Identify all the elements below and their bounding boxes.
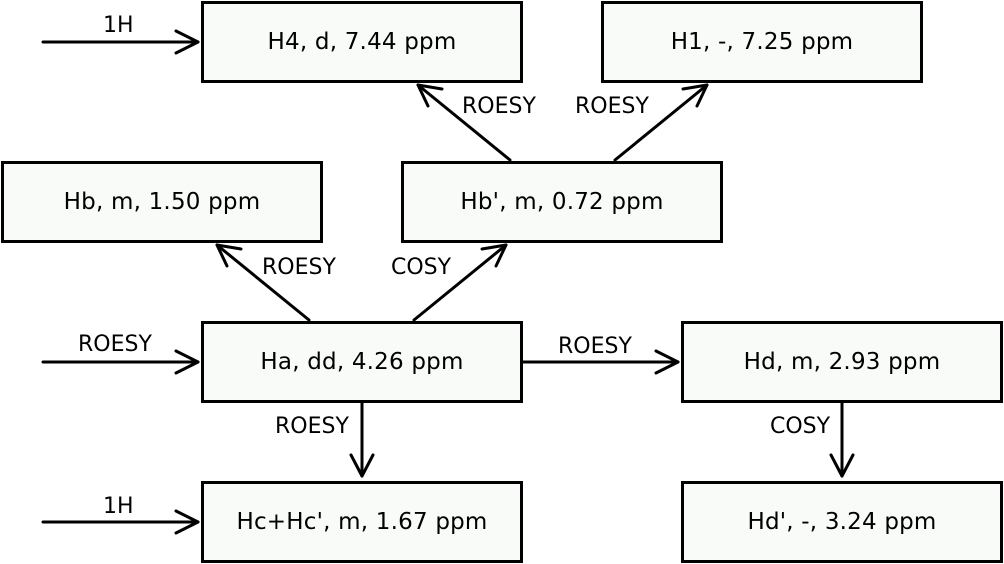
edge-label-ha-hbp: COSY [391,255,452,280]
edge-label-in-ha: ROESY [78,332,152,357]
node-hd-label: Hd, m, 2.93 ppm [743,349,941,375]
node-ha-label: Ha, dd, 4.26 ppm [260,349,464,375]
arrow-hd-hdp [829,400,855,478]
arrow-in-ha [41,349,200,375]
node-hb-prime: Hb', m, 0.72 ppm [401,161,723,243]
edge-label-hd-hdp: COSY [770,414,831,439]
node-hb-prime-label: Hb', m, 0.72 ppm [460,189,664,215]
node-h1: H1, -, 7.25 ppm [601,1,923,83]
edge-label-ha-hc: ROESY [275,414,349,439]
node-hc-label: Hc+Hc', m, 1.67 ppm [236,509,488,535]
arrow-in-hc [41,509,200,535]
node-h4: H4, d, 7.44 ppm [201,1,523,83]
arrow-hbp-h1 [613,83,709,162]
edge-label-hbp-h1: ROESY [575,94,649,119]
node-h4-label: H4, d, 7.44 ppm [267,29,457,55]
arrow-ha-hbp [412,243,508,322]
node-h1-label: H1, -, 7.25 ppm [670,29,854,55]
edge-label-in-hc: 1H [103,494,134,519]
edge-label-hbp-h4: ROESY [462,94,536,119]
arrow-ha-hc [349,400,375,478]
edge-label-ha-hb: ROESY [262,255,336,280]
arrow-ha-hd [520,349,680,375]
arrow-in-h4 [41,29,200,55]
node-hd: Hd, m, 2.93 ppm [681,321,1003,403]
arrow-ha-hb [215,243,311,322]
edge-label-ha-hd: ROESY [558,334,632,359]
node-hc: Hc+Hc', m, 1.67 ppm [201,481,523,563]
arrow-hbp-h4 [416,83,512,162]
node-hd-prime-label: Hd', -, 3.24 ppm [747,509,937,535]
node-hb-label: Hb, m, 1.50 ppm [63,189,261,215]
node-hb: Hb, m, 1.50 ppm [1,161,323,243]
edge-label-in-h4: 1H [103,13,134,38]
node-ha: Ha, dd, 4.26 ppm [201,321,523,403]
node-hd-prime: Hd', -, 3.24 ppm [681,481,1003,563]
